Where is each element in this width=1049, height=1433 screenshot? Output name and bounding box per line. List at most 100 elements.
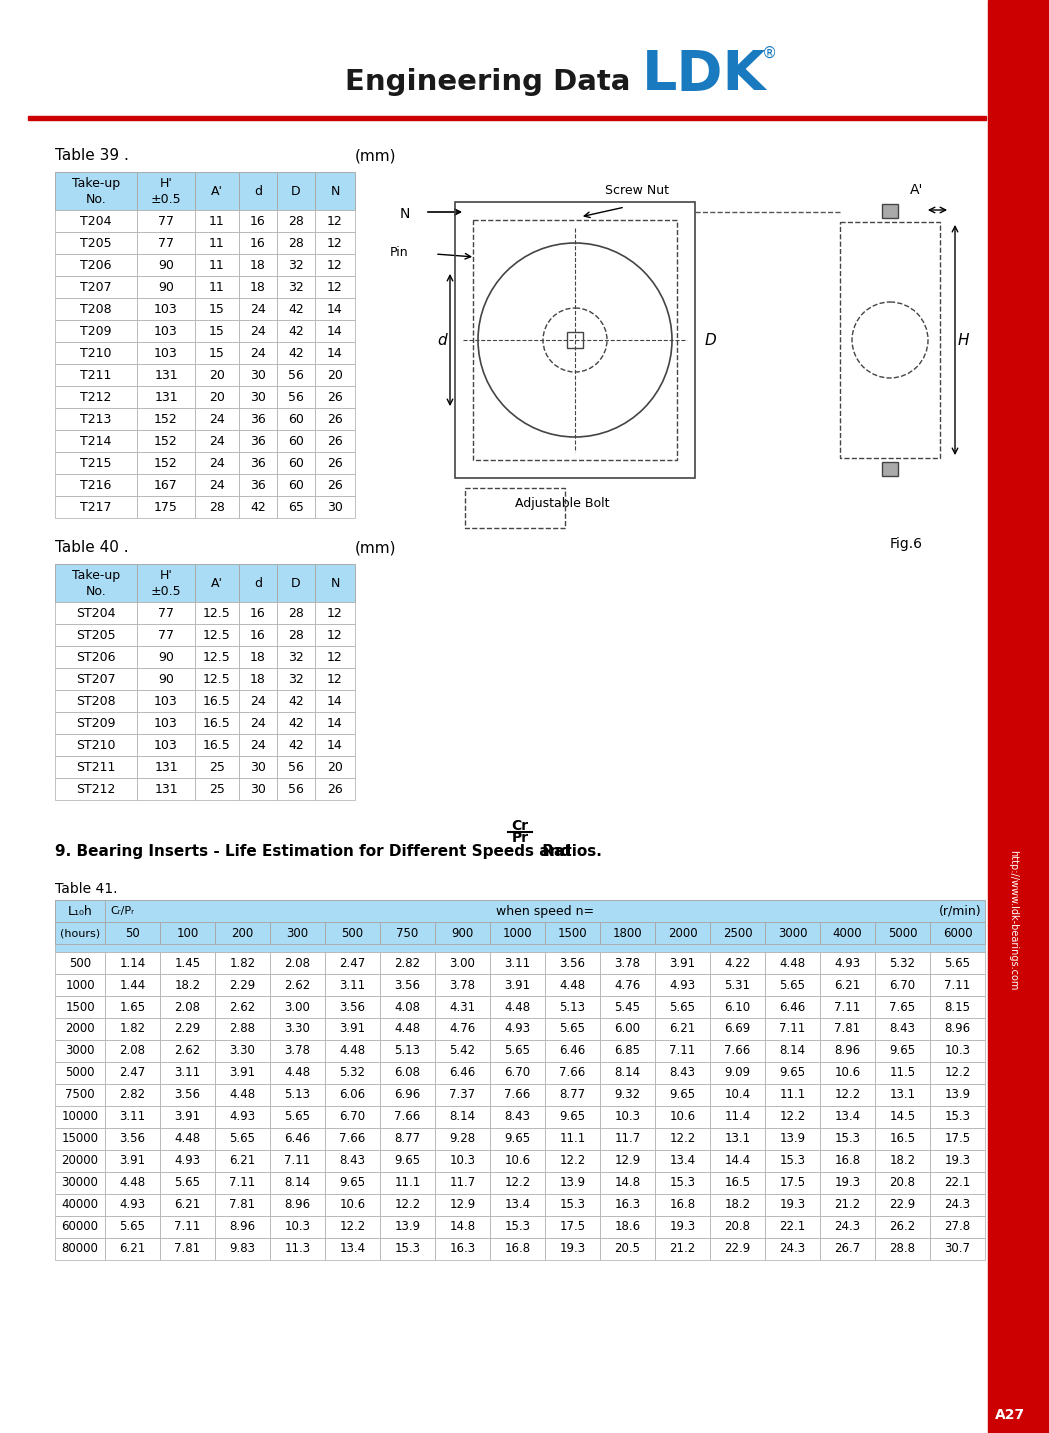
Bar (160, 1128, 215, 1151)
Text: T210: T210 (81, 347, 112, 360)
Text: 6.21: 6.21 (834, 979, 860, 992)
Text: (r/min): (r/min) (939, 904, 982, 917)
Bar (380, 1083, 435, 1106)
Bar (655, 952, 710, 974)
Text: 10.6: 10.6 (669, 1111, 695, 1123)
Bar (55, 451, 137, 474)
Bar (600, 1217, 655, 1238)
Bar (215, 1106, 270, 1128)
Text: 30000: 30000 (62, 1176, 99, 1189)
Text: 24: 24 (209, 413, 224, 426)
Bar (195, 298, 239, 320)
Bar (195, 668, 239, 691)
Bar (875, 1083, 930, 1106)
Bar (710, 1238, 765, 1260)
Text: 12.2: 12.2 (779, 1111, 806, 1123)
Text: 14: 14 (327, 738, 343, 751)
Bar (195, 232, 239, 254)
Text: 1500: 1500 (65, 1000, 94, 1013)
Text: 28: 28 (209, 500, 224, 513)
Text: 60: 60 (288, 413, 304, 426)
Bar (315, 364, 355, 385)
Bar (55, 254, 137, 277)
Bar (215, 952, 270, 974)
Bar (160, 1017, 215, 1040)
Bar (380, 996, 435, 1017)
Text: 19.3: 19.3 (834, 1176, 860, 1189)
Text: 12.2: 12.2 (559, 1155, 585, 1168)
Text: 13.4: 13.4 (669, 1155, 695, 1168)
Text: 65: 65 (288, 500, 304, 513)
Bar (55, 974, 105, 996)
Bar (277, 408, 315, 430)
Text: 20: 20 (209, 391, 224, 404)
Bar (315, 602, 355, 623)
Text: 7.11: 7.11 (174, 1221, 200, 1234)
Text: 16.3: 16.3 (449, 1242, 475, 1255)
Bar (137, 364, 195, 385)
Bar (545, 1151, 600, 1172)
Text: 6.00: 6.00 (615, 1023, 641, 1036)
Bar (875, 1062, 930, 1083)
Bar (655, 1106, 710, 1128)
Bar (55, 952, 105, 974)
Text: 3.78: 3.78 (615, 956, 641, 970)
Bar (710, 1172, 765, 1194)
Text: N: N (330, 185, 340, 198)
Text: 3.91: 3.91 (669, 956, 695, 970)
Bar (568, 332, 583, 348)
Text: 9.65: 9.65 (890, 1045, 916, 1058)
Text: 2.88: 2.88 (230, 1023, 256, 1036)
Text: 6.06: 6.06 (340, 1089, 365, 1102)
Text: 12.2: 12.2 (669, 1132, 695, 1145)
Bar (277, 602, 315, 623)
Text: 5.65: 5.65 (669, 1000, 695, 1013)
Text: 24: 24 (250, 695, 265, 708)
Bar (55, 1151, 105, 1172)
Bar (239, 385, 277, 408)
Text: 6.46: 6.46 (449, 1066, 475, 1079)
Text: 9.65: 9.65 (340, 1176, 365, 1189)
Text: 32: 32 (288, 651, 304, 663)
Text: 1000: 1000 (502, 927, 532, 940)
Text: 3.91: 3.91 (505, 979, 531, 992)
Bar (277, 211, 315, 232)
Text: 2.47: 2.47 (340, 956, 366, 970)
Text: 12: 12 (327, 629, 343, 642)
Text: 5.13: 5.13 (559, 1000, 585, 1013)
Text: 9.65: 9.65 (505, 1132, 531, 1145)
Bar (875, 1194, 930, 1217)
Text: 30: 30 (250, 761, 266, 774)
Bar (315, 298, 355, 320)
Bar (160, 1238, 215, 1260)
Bar (490, 1151, 545, 1172)
Bar (315, 172, 355, 211)
Text: 4.08: 4.08 (394, 1000, 421, 1013)
Text: 12.2: 12.2 (505, 1176, 531, 1189)
Bar (600, 921, 655, 944)
Text: 5.42: 5.42 (449, 1045, 475, 1058)
Bar (765, 952, 820, 974)
Text: 3.11: 3.11 (120, 1111, 146, 1123)
Bar (315, 430, 355, 451)
Bar (55, 778, 137, 800)
Text: 3.56: 3.56 (174, 1089, 200, 1102)
Text: 6.10: 6.10 (725, 1000, 751, 1013)
Bar (490, 952, 545, 974)
Bar (710, 1217, 765, 1238)
Text: 15.3: 15.3 (835, 1132, 860, 1145)
Bar (137, 232, 195, 254)
Bar (55, 1062, 105, 1083)
Bar (55, 1017, 105, 1040)
Text: 12: 12 (327, 258, 343, 271)
Bar (545, 996, 600, 1017)
Text: 4.31: 4.31 (449, 1000, 475, 1013)
Bar (270, 1083, 325, 1106)
Bar (765, 974, 820, 996)
Text: 17.5: 17.5 (944, 1132, 970, 1145)
Text: 103: 103 (154, 738, 178, 751)
Bar (315, 408, 355, 430)
Text: 5.65: 5.65 (944, 956, 970, 970)
Text: Table 40 .: Table 40 . (55, 540, 129, 555)
Text: 10.6: 10.6 (340, 1198, 365, 1211)
